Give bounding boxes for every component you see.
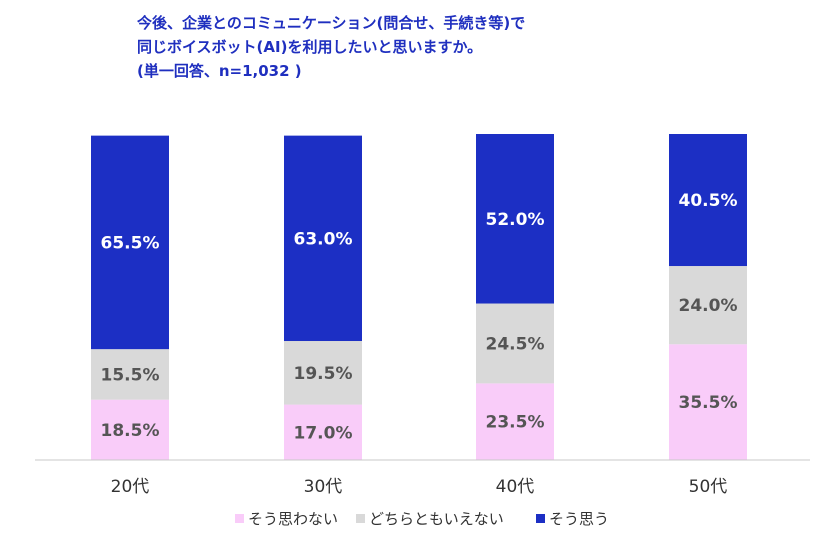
bar-data-label: 63.0% <box>294 229 353 249</box>
bar-group-3: 23.5% 24.5% 52.0% <box>476 134 554 460</box>
chart-title: 今後、企業とのコミュニケーション(問合せ、手続き等)で 同じボイスボット(AI)… <box>136 14 525 80</box>
legend-label: そう思わない <box>248 510 338 528</box>
legend-swatch <box>356 514 365 523</box>
x-tick-label: 20代 <box>111 477 150 497</box>
legend-swatch <box>235 514 244 523</box>
bar-data-label: 23.5% <box>486 413 545 433</box>
bar-data-label: 18.5% <box>101 421 160 441</box>
x-axis-labels: 20代 30代 40代 50代 <box>111 477 728 497</box>
legend-item: そう思わない <box>235 510 338 528</box>
plot-area: 18.5% 15.5% 65.5% 17.0% 19.5% 63.0% 23.5% 24.5%… <box>91 134 747 460</box>
bar-group-4: 35.5% 24.0% 40.5% <box>669 134 747 460</box>
bar-group-1: 18.5% 15.5% 65.5% <box>91 135 169 460</box>
bar-data-label: 24.5% <box>486 334 545 354</box>
bar-segment <box>284 341 362 405</box>
bar-segment <box>476 383 554 460</box>
bar-segment <box>669 266 747 345</box>
bar-segment <box>284 404 362 460</box>
bar-data-label: 35.5% <box>679 393 738 413</box>
bar-segment <box>91 135 169 350</box>
legend-item: そう思う <box>536 510 609 528</box>
x-tick-label: 40代 <box>496 477 535 497</box>
bar-data-label: 40.5% <box>679 191 738 211</box>
chart-title-line-2: 同じボイスボット(AI)を利用したいと思いますか。 <box>137 38 482 56</box>
chart-title-line-1: 今後、企業とのコミュニケーション(問合せ、手続き等)で <box>136 14 525 32</box>
bar-data-label: 52.0% <box>486 210 545 230</box>
bar-data-label: 15.5% <box>101 365 160 385</box>
bar-data-label: 24.0% <box>679 296 738 316</box>
legend: そう思わない どちらともいえない そう思う <box>235 510 609 528</box>
bar-segment <box>669 344 747 460</box>
bar-segment <box>91 349 169 400</box>
legend-swatch <box>536 514 545 523</box>
bar-segment <box>669 134 747 267</box>
bar-data-label: 65.5% <box>101 233 160 253</box>
bar-segment <box>476 303 554 384</box>
x-tick-label: 50代 <box>689 477 728 497</box>
bar-segment <box>476 134 554 304</box>
bar-data-label: 17.0% <box>294 423 353 443</box>
bar-segment <box>284 135 362 342</box>
legend-item: どちらともいえない <box>356 510 504 528</box>
legend-label: どちらともいえない <box>369 510 504 528</box>
chart-title-line-3: (単一回答、n=1,032 ) <box>137 62 302 80</box>
bar-segment <box>91 399 169 460</box>
x-tick-label: 30代 <box>304 477 343 497</box>
bar-group-2: 17.0% 19.5% 63.0% <box>284 135 362 460</box>
legend-label: そう思う <box>549 510 609 528</box>
bar-data-label: 19.5% <box>294 364 353 384</box>
